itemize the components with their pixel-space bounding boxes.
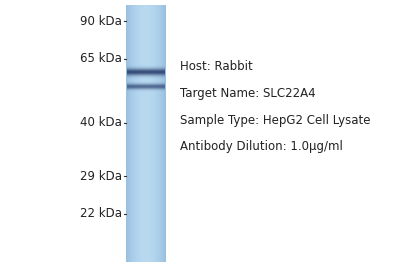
Text: 29 kDa: 29 kDa	[80, 170, 122, 183]
Text: Sample Type: HepG2 Cell Lysate: Sample Type: HepG2 Cell Lysate	[180, 114, 370, 127]
Text: 40 kDa: 40 kDa	[80, 116, 122, 129]
Text: 90 kDa: 90 kDa	[80, 15, 122, 28]
Text: Host: Rabbit: Host: Rabbit	[180, 60, 253, 73]
Text: Target Name: SLC22A4: Target Name: SLC22A4	[180, 87, 316, 100]
Text: 65 kDa: 65 kDa	[80, 52, 122, 65]
Text: Antibody Dilution: 1.0µg/ml: Antibody Dilution: 1.0µg/ml	[180, 140, 343, 153]
Text: 22 kDa: 22 kDa	[80, 207, 122, 220]
